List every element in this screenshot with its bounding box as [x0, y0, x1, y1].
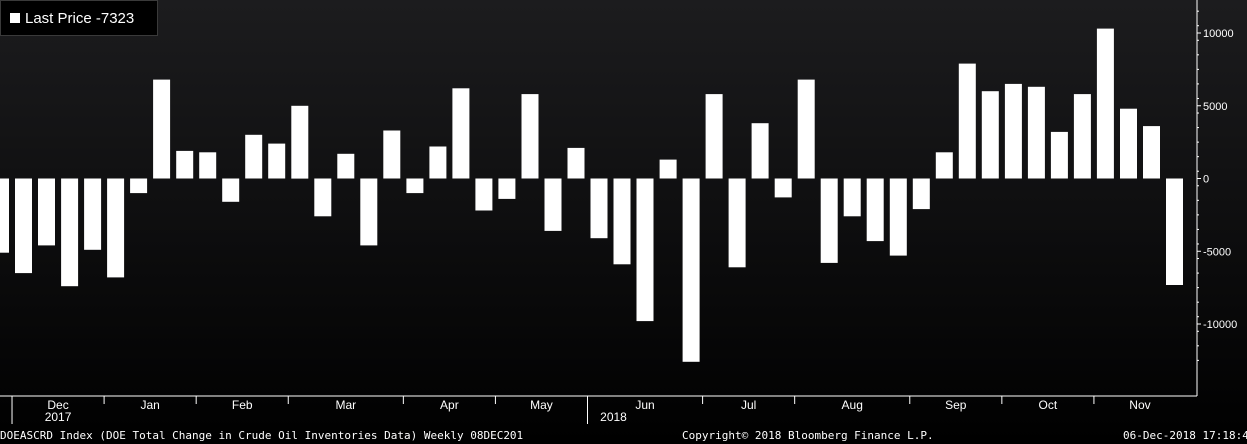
footer-ticker: DOEASCRD Index (DOE Total Change in Crud…: [0, 429, 524, 442]
bar: [912, 178, 930, 210]
bar: [452, 88, 470, 179]
bar: [1004, 83, 1022, 179]
bar: [429, 146, 447, 179]
bar: [1120, 108, 1137, 179]
bar: [291, 105, 309, 179]
bar: [1096, 28, 1114, 179]
bar: [176, 150, 194, 179]
x-tick-label: Apr: [440, 398, 459, 412]
bar: [406, 178, 424, 194]
x-tick-label: Jan: [140, 398, 159, 412]
bar: [199, 152, 217, 179]
bar: [268, 143, 286, 179]
bar: [1143, 126, 1160, 179]
bar: [38, 178, 55, 246]
legend-label: Last Price -7323: [25, 9, 135, 27]
bar: [728, 178, 746, 268]
bar: [222, 178, 240, 202]
x-year-label: 2017: [45, 410, 72, 424]
bar: [84, 178, 102, 250]
bar: [15, 178, 32, 274]
y-tick-label: -5000: [1203, 246, 1231, 258]
bar: [935, 152, 953, 179]
bar: [866, 178, 884, 242]
x-tick-label: Jul: [741, 398, 756, 412]
bar: [475, 178, 493, 211]
bar: [797, 79, 815, 179]
bar: [958, 63, 976, 179]
bar: [1166, 178, 1183, 285]
x-tick-label: May: [530, 398, 553, 412]
bar: [498, 178, 516, 199]
bar: [245, 134, 263, 179]
y-tick-label: 5000: [1203, 101, 1227, 113]
bar: [153, 79, 171, 179]
bar: [774, 178, 792, 198]
bar: [314, 178, 332, 217]
bar: [360, 178, 378, 246]
footer-timestamp: 06-Dec-2018 17:18:42: [1123, 429, 1247, 442]
bar: [981, 91, 999, 179]
bar: [636, 178, 654, 322]
bar: [1050, 131, 1068, 179]
bar: [682, 178, 700, 362]
bar: [751, 123, 769, 179]
bar: [659, 159, 677, 179]
x-tick-label: Dec: [47, 398, 68, 412]
bar: [107, 178, 125, 278]
y-tick-label: -10000: [1203, 319, 1237, 331]
x-tick-label: Nov: [1129, 398, 1150, 412]
x-tick-label: Aug: [842, 398, 863, 412]
bar-series: [0, 28, 1183, 362]
y-axis: 10000 5000 0 -5000 -10000: [1197, 10, 1237, 361]
bar: [590, 178, 608, 239]
x-tick-label: Sep: [945, 398, 967, 412]
x-year-label: 2018: [600, 410, 627, 424]
x-tick-label: Oct: [1039, 398, 1058, 412]
bar: [383, 130, 401, 179]
bar: [1027, 86, 1045, 179]
bar: [521, 94, 539, 179]
legend: Last Price -7323: [0, 0, 158, 36]
bar: [889, 178, 907, 256]
bar: [843, 178, 861, 217]
bar: [337, 153, 355, 179]
bar: [1073, 94, 1091, 179]
x-tick-label: Jun: [635, 398, 654, 412]
bar: [61, 178, 79, 287]
footer-copyright: Copyright© 2018 Bloomberg Finance L.P.: [682, 429, 934, 442]
bar: [613, 178, 631, 265]
bar: [820, 178, 838, 263]
bar: [567, 147, 585, 179]
bar: [544, 178, 562, 231]
bar: [130, 178, 148, 194]
legend-swatch: [10, 13, 20, 23]
bar: [705, 94, 723, 179]
x-tick-label: Mar: [335, 398, 356, 412]
footer: DOEASCRD Index (DOE Total Change in Crud…: [0, 428, 1247, 444]
y-tick-label: 0: [1203, 174, 1209, 186]
y-tick-label: 10000: [1203, 28, 1234, 40]
x-tick-label: Feb: [232, 398, 253, 412]
bar: [0, 178, 9, 253]
